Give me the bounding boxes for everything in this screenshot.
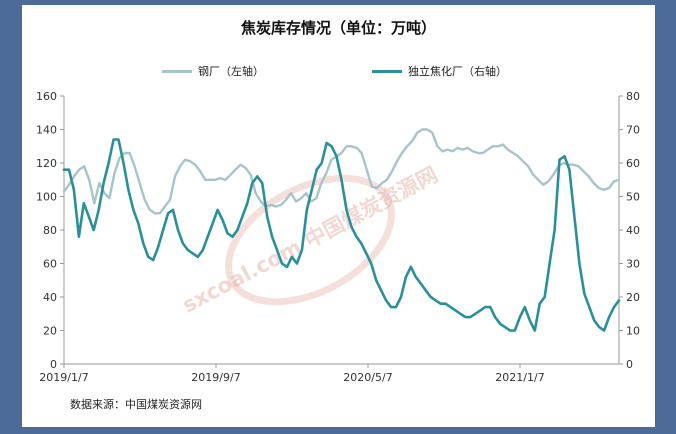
y-right-tick-label: 60 — [626, 157, 640, 170]
y-left-tick-label: 80 — [43, 224, 57, 237]
chart-legend: 钢厂（左轴） 独立焦化厂（右轴） — [22, 63, 655, 81]
source-note: 数据来源：中国煤炭资源网 — [70, 398, 202, 411]
y-right-tick-label: 40 — [626, 224, 640, 237]
y-left-tick-label: 60 — [43, 258, 57, 271]
y-left-tick-label: 20 — [43, 325, 57, 338]
series-layer — [62, 128, 621, 332]
chart-title: 焦炭库存情况（单位：万吨） — [240, 19, 436, 37]
x-tick-label: 2021/1/7 — [495, 371, 544, 384]
chart-frame: 焦炭库存情况（单位：万吨） 钢厂（左轴） 独立焦化厂（右轴） sxcoal.co… — [22, 5, 655, 427]
y-right-tick-label: 0 — [626, 358, 633, 371]
chart-plot: sxcoal.com 中国煤炭资源网 020406080100120140160… — [36, 90, 640, 384]
x-tick-label: 2019/9/7 — [191, 371, 240, 384]
y-left-tick-label: 0 — [50, 358, 57, 371]
series-line-steel-mill — [62, 128, 621, 215]
legend-item-coking-plant: 独立焦化厂（右轴） — [372, 63, 507, 79]
y-left-tick-label: 40 — [43, 291, 57, 304]
y-right-tick-label: 80 — [626, 90, 640, 103]
y-left-tick-label: 100 — [36, 191, 57, 204]
x-tick-label: 2019/1/7 — [39, 371, 88, 384]
y-left-tick-label: 140 — [36, 124, 57, 137]
y-right-tick-label: 30 — [626, 258, 640, 271]
chart-axes — [60, 95, 623, 368]
legend-item-steel-mill: 钢厂（左轴） — [162, 63, 264, 79]
y-left-tick-label: 120 — [36, 157, 57, 170]
series-line-coking-plant — [62, 138, 621, 332]
legend-swatch-steel-mill — [162, 69, 192, 73]
y-right-tick-label: 50 — [626, 191, 640, 204]
legend-label-coking-plant: 独立焦化厂（右轴） — [408, 65, 507, 78]
y-right-tick-label: 10 — [626, 325, 640, 338]
legend-label-steel-mill: 钢厂（左轴） — [198, 65, 264, 78]
y-right-tick-label: 20 — [626, 291, 640, 304]
y-right-tick-label: 70 — [626, 124, 640, 137]
y-left-tick-label: 160 — [36, 90, 57, 103]
ticks-layer: 0 20 40 60 80 100 120 140 160 0 10 20 30 40 50 60 70 80 20… — [36, 90, 640, 384]
legend-swatch-coking-plant — [372, 69, 402, 73]
x-tick-label: 2020/5/7 — [343, 371, 392, 384]
watermark-ellipse — [225, 174, 395, 306]
